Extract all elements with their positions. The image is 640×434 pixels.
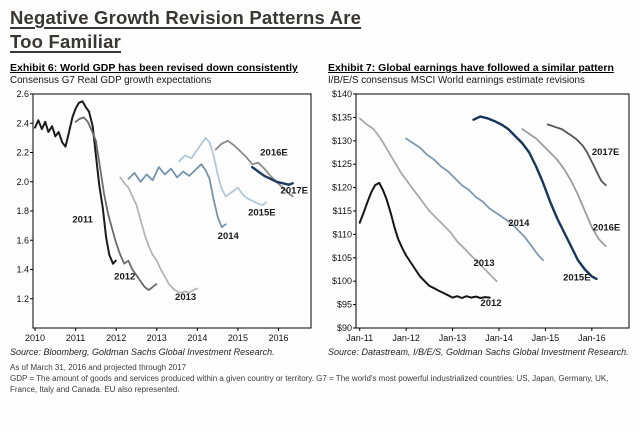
earnings-revisions-line-chart: $90 $95 $100 $105 $110 $115 $120 $125 $130 $135 $1… (328, 88, 630, 346)
svg-text:Jan-15: Jan-15 (532, 333, 560, 343)
page-title-line-2: Too Familiar (10, 31, 122, 53)
svg-text:2013: 2013 (473, 258, 494, 269)
svg-text:2012: 2012 (106, 333, 126, 343)
svg-text:2014: 2014 (187, 333, 207, 343)
footnote-asof: As of March 31, 2016 and projected throu… (10, 363, 187, 373)
svg-text:$135: $135 (332, 112, 352, 122)
svg-text:$105: $105 (332, 253, 352, 263)
svg-text:$125: $125 (332, 159, 352, 169)
exhibit-6-subtitle: Consensus G7 Real GDP growth expectation… (10, 75, 212, 87)
svg-text:Jan-12: Jan-12 (392, 333, 420, 343)
svg-text:2016: 2016 (269, 333, 289, 343)
svg-text:2015E: 2015E (248, 207, 275, 218)
svg-text:Jan-14: Jan-14 (485, 333, 513, 343)
svg-text:2012: 2012 (480, 298, 501, 309)
svg-text:2012: 2012 (114, 272, 135, 283)
exhibit-6-title: Exhibit 6: World GDP has been revised do… (10, 62, 298, 75)
svg-text:Jan-16: Jan-16 (578, 333, 606, 343)
page-title-line-1: Negative Growth Revision Patterns Are (10, 7, 362, 28)
svg-text:$110: $110 (333, 229, 352, 239)
svg-text:2017E: 2017E (281, 186, 308, 197)
svg-text:2014: 2014 (508, 218, 530, 229)
exhibit-7-title: Exhibit 7: Global earnings have followed… (328, 62, 614, 75)
svg-text:2016E: 2016E (260, 148, 287, 159)
exhibit-7-chart-canvas: $90 $95 $100 $105 $110 $115 $120 $125 $130 $135 $1… (332, 89, 630, 343)
svg-text:$90: $90 (337, 323, 352, 333)
svg-text:2011: 2011 (72, 215, 93, 226)
svg-text:Jan-11: Jan-11 (346, 333, 373, 343)
svg-text:2013: 2013 (147, 333, 167, 343)
footnotes: As of March 31, 2016 and projected throu… (10, 363, 630, 395)
svg-text:$130: $130 (332, 136, 352, 146)
svg-text:$95: $95 (337, 300, 352, 310)
svg-text:1.4: 1.4 (16, 265, 29, 275)
svg-text:2010: 2010 (25, 333, 45, 343)
svg-text:$120: $120 (332, 183, 352, 193)
svg-text:$140: $140 (332, 89, 352, 99)
svg-text:2011: 2011 (66, 333, 85, 343)
exhibit-7-source: Source: Datastream, I/B/E/S, Goldman Sac… (328, 347, 629, 358)
svg-text:1.6: 1.6 (16, 235, 29, 245)
svg-text:2013: 2013 (175, 292, 196, 303)
page-title: Negative Growth Revision Patterns Are To… (10, 6, 630, 54)
svg-text:2017E: 2017E (592, 147, 619, 158)
exhibit-6-panel: Exhibit 6: World GDP has been revised do… (10, 60, 312, 357)
exhibit-6-chart-canvas: 1.2 1.4 1.6 1.8 2.0 2.2 2.4 2.6 2010 2011 2012 2013… (16, 89, 312, 343)
svg-text:2014: 2014 (218, 231, 240, 242)
svg-text:1.2: 1.2 (16, 294, 29, 304)
svg-text:2015: 2015 (228, 333, 248, 343)
svg-text:2016E: 2016E (593, 223, 620, 234)
svg-text:2.4: 2.4 (16, 118, 29, 128)
svg-text:$100: $100 (332, 276, 352, 286)
charts-row: Exhibit 6: World GDP has been revised do… (10, 60, 630, 357)
svg-text:Jan-13: Jan-13 (439, 333, 467, 343)
exhibit-7-subtitle: I/B/E/S consensus MSCI World earnings es… (328, 75, 585, 87)
svg-text:2.0: 2.0 (16, 177, 29, 187)
exhibit-6-source: Source: Bloomberg, Goldman Sachs Global … (10, 347, 275, 358)
svg-text:$115: $115 (333, 206, 352, 216)
svg-text:2015E: 2015E (563, 272, 590, 283)
svg-text:2.2: 2.2 (16, 148, 29, 158)
footnote-definitions: GDP = The amount of goods and services p… (10, 374, 609, 394)
exhibit-7-panel: Exhibit 7: Global earnings have followed… (328, 60, 630, 357)
gdp-revisions-line-chart: 1.2 1.4 1.6 1.8 2.0 2.2 2.4 2.6 2010 2011 2012 2013… (10, 88, 312, 346)
svg-text:2.6: 2.6 (16, 89, 29, 99)
svg-text:1.8: 1.8 (16, 206, 29, 216)
